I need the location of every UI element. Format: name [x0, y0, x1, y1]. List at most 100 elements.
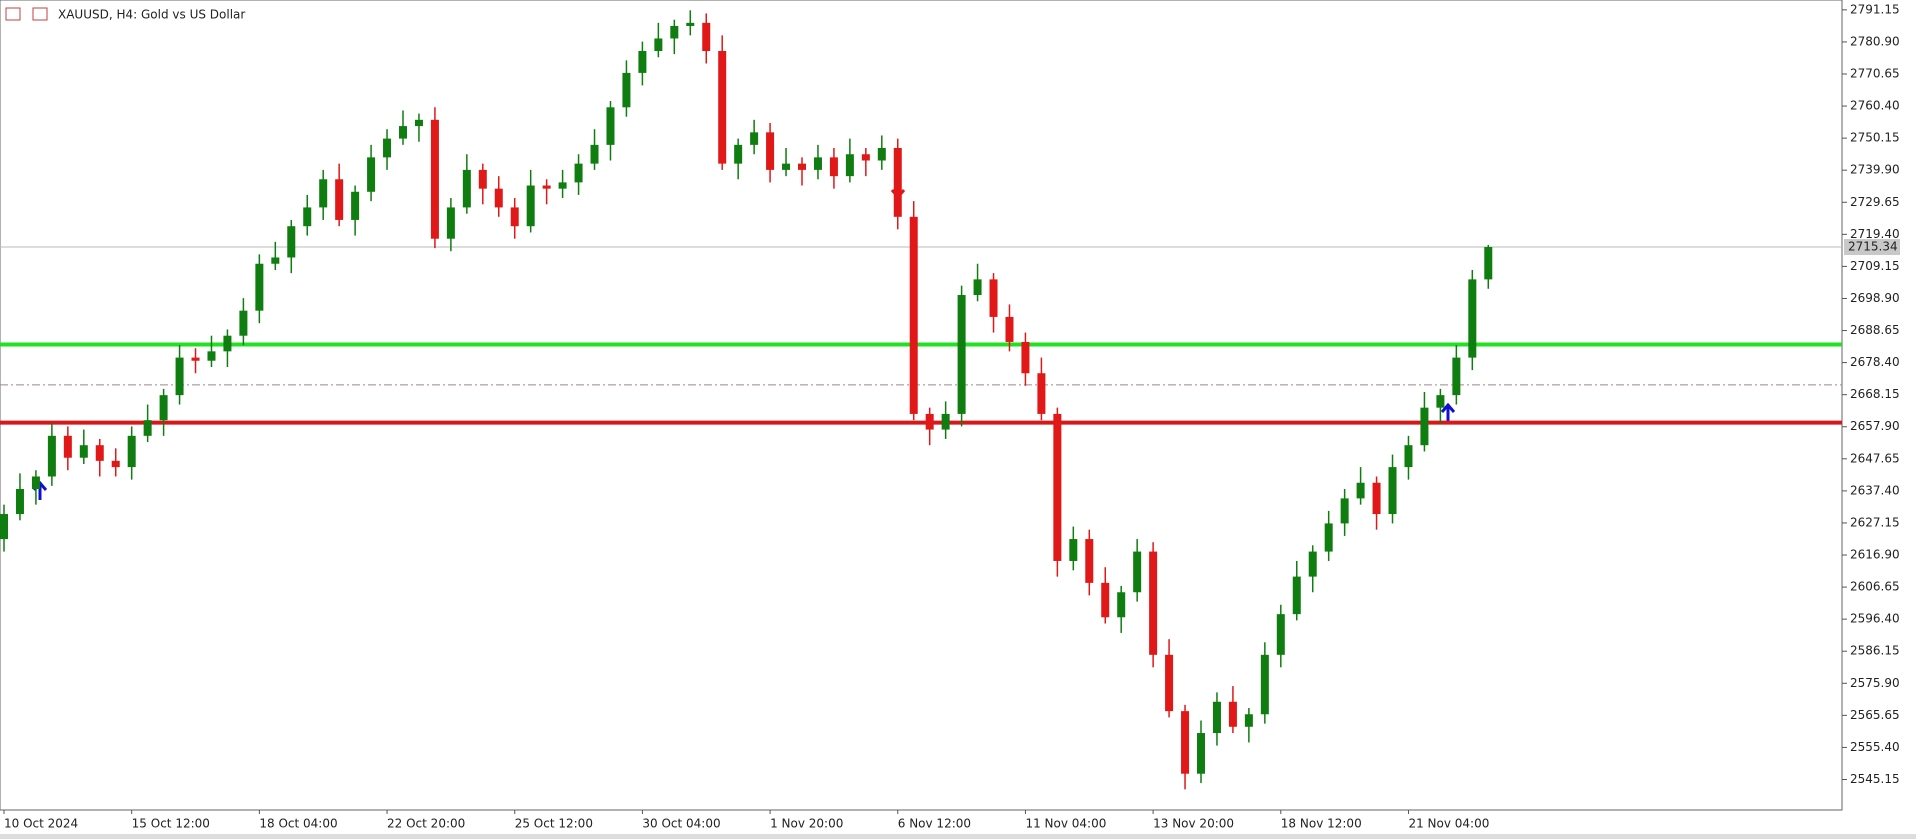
candle-body — [590, 144, 599, 164]
x-tick-label: 6 Nov 12:00 — [898, 817, 971, 831]
candle-body — [95, 445, 104, 461]
candle-body — [47, 435, 56, 477]
candle-body — [1292, 576, 1301, 615]
candle-body — [1436, 395, 1445, 408]
candle-body — [1468, 279, 1477, 358]
y-tick-label: 2606.65 — [1850, 580, 1900, 594]
x-tick-label: 22 Oct 20:00 — [387, 817, 465, 831]
scrollbar — [0, 834, 1916, 839]
candle-body — [127, 435, 136, 468]
candle-body — [319, 179, 328, 208]
candle-body — [335, 179, 344, 220]
candle-body — [1212, 701, 1221, 734]
candle-body — [207, 351, 216, 361]
candle-body — [191, 357, 200, 361]
y-tick-label: 2668.15 — [1850, 387, 1900, 401]
candle-body — [734, 144, 743, 164]
candle-body — [1133, 551, 1142, 593]
candle-body — [718, 50, 727, 164]
candle-body — [670, 25, 679, 39]
candle-body — [909, 216, 918, 414]
x-tick-label: 10 Oct 2024 — [4, 817, 78, 831]
y-tick-label: 2596.40 — [1850, 612, 1900, 626]
candle-body — [957, 295, 966, 414]
candle-body — [1276, 614, 1285, 655]
candle-body — [303, 207, 312, 227]
candle-body — [989, 279, 998, 317]
candle-body — [367, 157, 376, 192]
y-tick-label: 2791.15 — [1850, 2, 1900, 16]
candle-body — [574, 163, 583, 183]
plot-frame — [0, 0, 1843, 811]
candle-body — [973, 279, 982, 296]
candle-body — [766, 132, 775, 170]
y-tick-label: 2698.90 — [1850, 291, 1900, 305]
y-tick-label: 2575.90 — [1850, 676, 1900, 690]
y-tick-label: 2719.40 — [1850, 227, 1900, 241]
candle-body — [1324, 523, 1333, 552]
candle-body — [638, 50, 647, 73]
x-tick-label: 11 Nov 04:00 — [1025, 817, 1106, 831]
x-tick-label: 18 Nov 12:00 — [1281, 817, 1362, 831]
candle-body — [941, 413, 950, 430]
candle-body — [31, 476, 40, 490]
candle-body — [1372, 482, 1381, 515]
icon — [32, 7, 48, 21]
x-tick-label: 30 Oct 04:00 — [642, 817, 720, 831]
y-tick-label: 2657.90 — [1850, 419, 1900, 433]
candle-body — [750, 132, 759, 145]
candle-body — [239, 310, 248, 336]
candle-body — [478, 169, 487, 189]
candle-body — [494, 188, 503, 208]
candle-body — [175, 357, 184, 396]
x-tick-label: 15 Oct 12:00 — [132, 817, 210, 831]
candle-body — [622, 72, 631, 108]
candle-body — [1484, 247, 1493, 280]
candle-body — [1244, 714, 1253, 727]
candle-body — [510, 207, 519, 227]
candle-body — [383, 138, 392, 158]
candle-body — [1404, 445, 1413, 468]
candle-body — [1101, 582, 1110, 618]
candle-body — [1005, 316, 1014, 342]
candle-body — [255, 263, 264, 311]
candle-body — [446, 207, 455, 239]
candle-body — [1053, 413, 1062, 561]
candle-body — [542, 185, 551, 189]
y-tick-label: 2760.40 — [1850, 99, 1900, 113]
candle-body — [558, 182, 567, 189]
candle-body — [1149, 551, 1158, 655]
candle-body — [606, 107, 615, 145]
candle-body — [159, 395, 168, 421]
candle-body — [430, 119, 439, 239]
candle-body — [845, 154, 854, 177]
candle-body — [111, 460, 120, 468]
candle-body — [526, 185, 535, 227]
candle-body — [1228, 701, 1237, 727]
y-tick-label: 2709.15 — [1850, 259, 1900, 273]
candle-body — [271, 257, 280, 264]
icon — [5, 7, 21, 21]
y-tick-label: 2555.40 — [1850, 740, 1900, 754]
candle-body — [0, 514, 8, 540]
candle-body — [1420, 407, 1429, 446]
y-tick-label: 2627.15 — [1850, 515, 1900, 529]
candle-body — [686, 22, 695, 26]
y-tick-label: 2647.65 — [1850, 451, 1900, 465]
y-tick-label: 2688.65 — [1850, 323, 1900, 337]
candle-body — [829, 157, 838, 177]
y-tick-label: 2637.40 — [1850, 483, 1900, 497]
x-tick-label: 1 Nov 20:00 — [770, 817, 843, 831]
candle-body — [782, 163, 791, 170]
candle-body — [1165, 654, 1174, 712]
y-tick-label: 2770.65 — [1850, 66, 1900, 80]
candle-body — [654, 38, 663, 51]
candle-body — [1181, 711, 1190, 774]
y-tick-label: 2586.15 — [1850, 644, 1900, 658]
candle-body — [1452, 357, 1461, 396]
x-tick-label: 25 Oct 12:00 — [515, 817, 593, 831]
x-tick-label: 21 Nov 04:00 — [1408, 817, 1489, 831]
candle-body — [893, 147, 902, 217]
candle-body — [1340, 498, 1349, 524]
